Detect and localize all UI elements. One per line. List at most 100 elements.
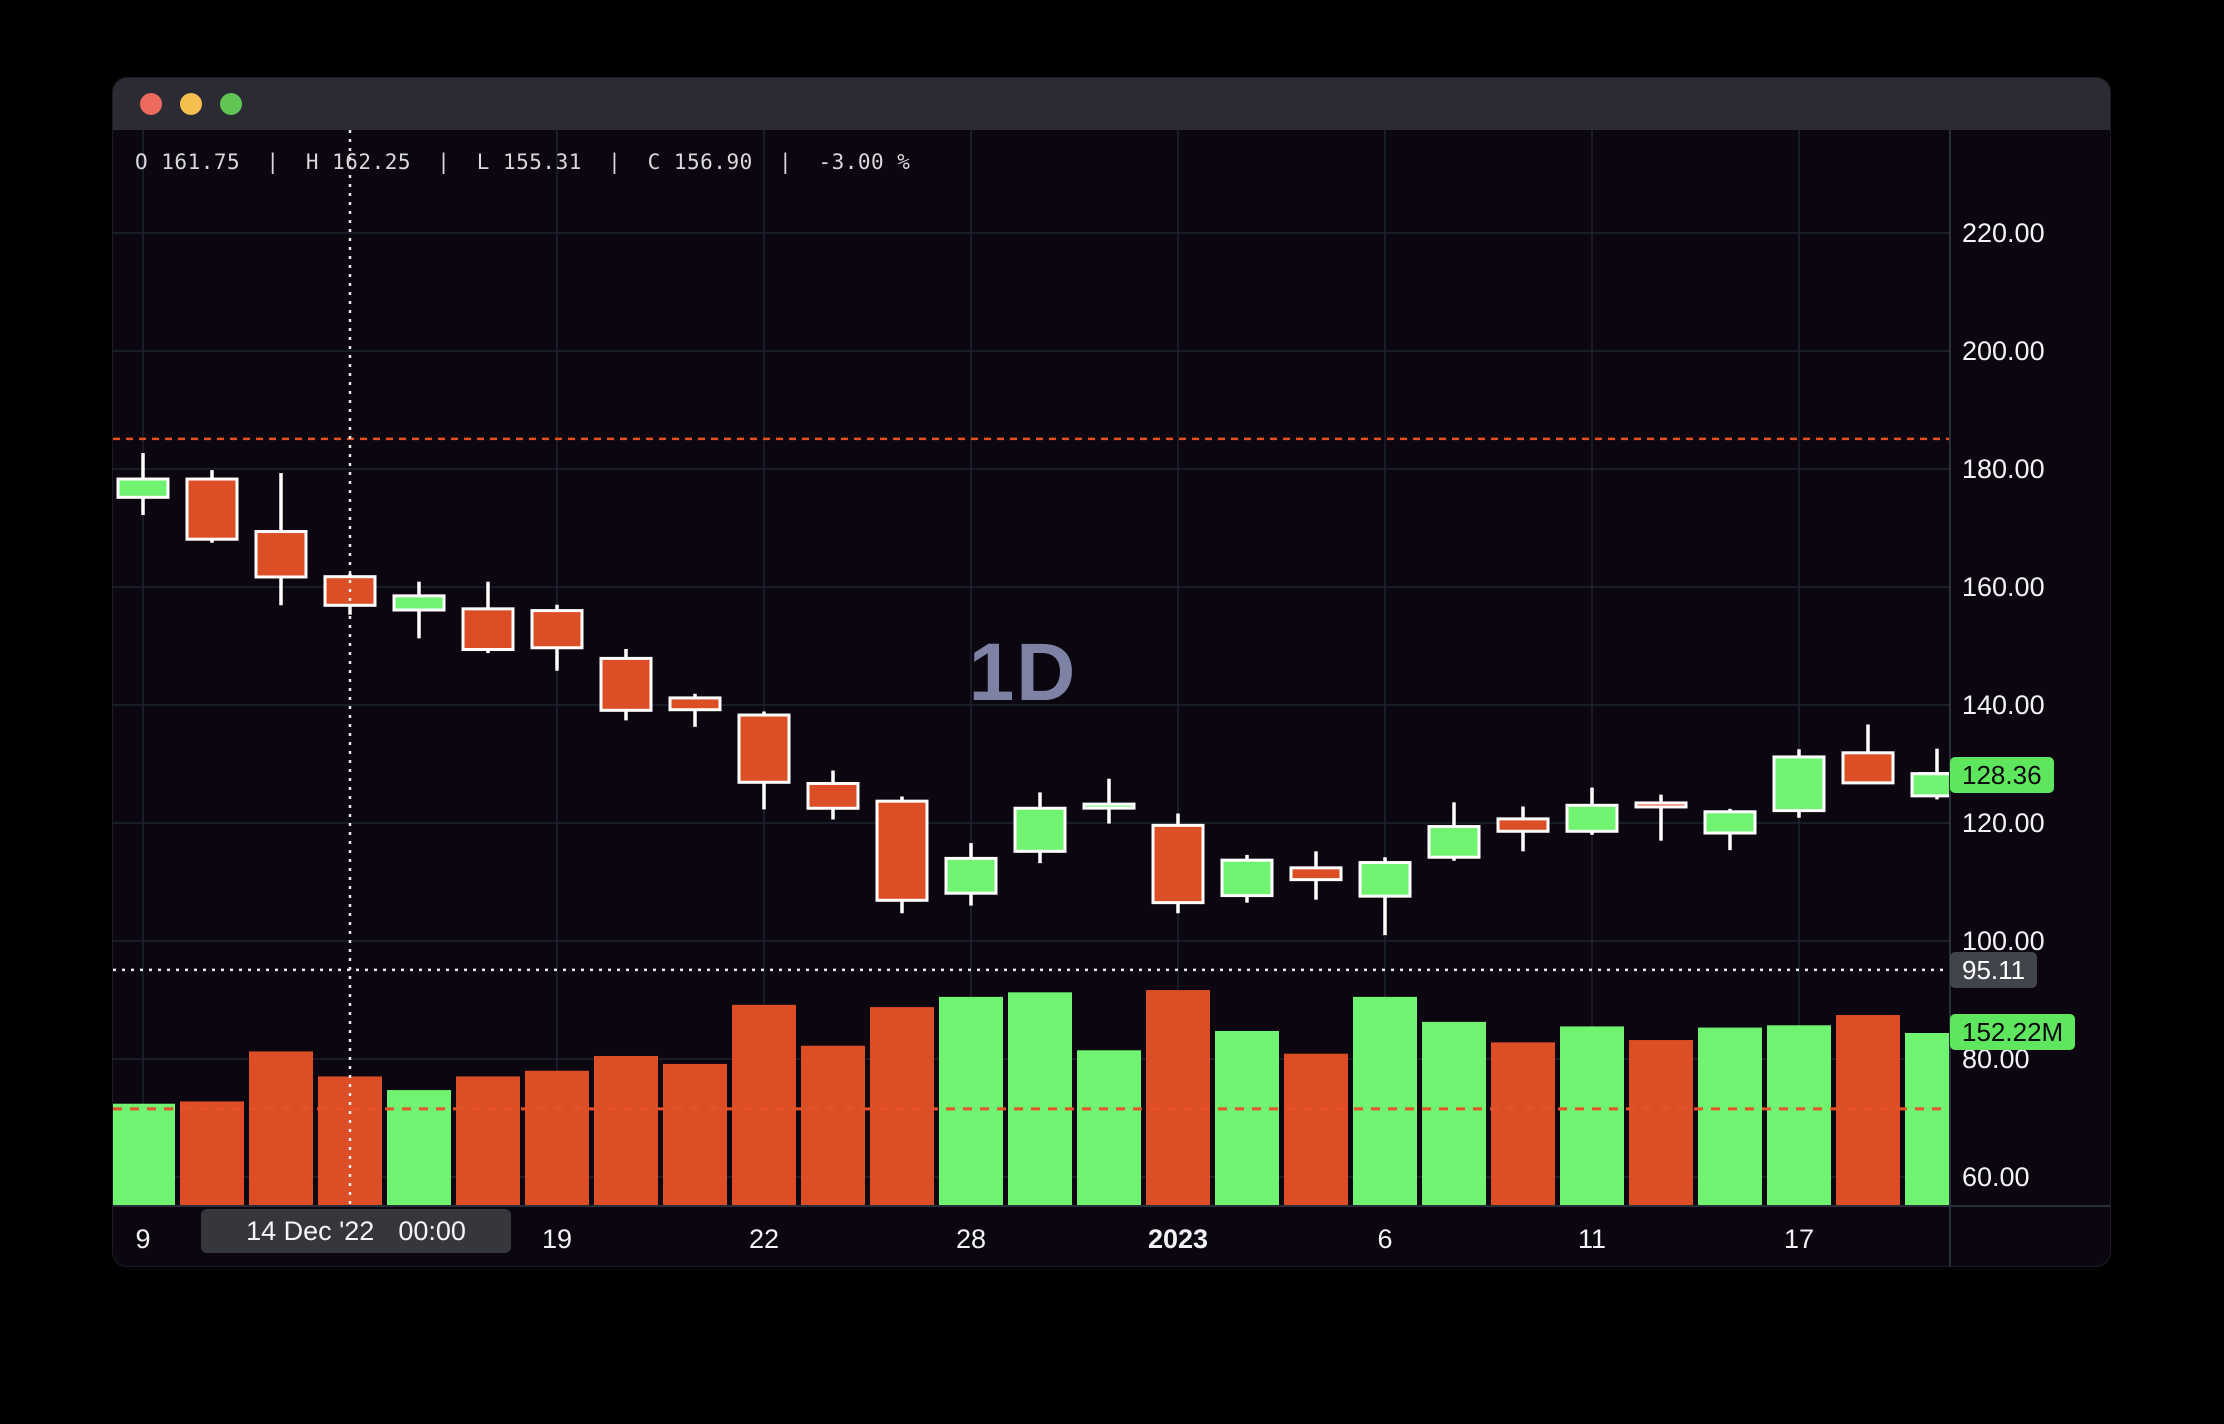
price-tick-label: 220.00	[1962, 218, 2045, 248]
interval-watermark: 1D	[968, 627, 1078, 718]
candle[interactable]	[737, 711, 791, 810]
time-tick-label: 22	[749, 1224, 779, 1254]
tooltip-date: 14 Dec '22	[246, 1215, 375, 1246]
time-tick-label: 17	[1784, 1224, 1814, 1254]
volume-bar[interactable]	[1629, 1040, 1693, 1206]
volume-bar[interactable]	[1146, 990, 1210, 1206]
candle-body	[185, 477, 239, 541]
candle-body	[1289, 866, 1343, 882]
volume-bar[interactable]	[939, 996, 1003, 1206]
zoom-window-button[interactable]	[220, 93, 242, 115]
price-tick-label: 60.00	[1962, 1162, 2030, 1192]
time-tick-label: 19	[542, 1224, 572, 1254]
volume-bar[interactable]	[870, 1007, 934, 1206]
candle[interactable]	[1013, 792, 1067, 864]
volume-bar[interactable]	[594, 1055, 658, 1206]
time-tick-label: 6	[1377, 1224, 1392, 1254]
candle[interactable]	[1220, 854, 1274, 903]
last-price-badge: 128.36	[1950, 757, 2054, 793]
candle[interactable]	[1082, 778, 1136, 824]
candle[interactable]	[530, 604, 584, 671]
price-tick-label: 120.00	[1962, 808, 2045, 838]
volume-bar[interactable]	[1560, 1026, 1624, 1206]
minimize-window-button[interactable]	[180, 93, 202, 115]
candle-body	[1565, 803, 1619, 833]
candle[interactable]	[599, 648, 653, 721]
candle-body	[1634, 801, 1688, 809]
volume-bar[interactable]	[1836, 1015, 1900, 1206]
candle[interactable]	[1703, 808, 1757, 851]
price-axis[interactable]: 220.00 200.00 180.00 160.00 140.00 120.00 100.…	[1962, 218, 2045, 1192]
candle[interactable]	[806, 770, 860, 820]
price-tick-label: 180.00	[1962, 454, 2045, 484]
volume-bar[interactable]	[249, 1051, 313, 1206]
candle[interactable]	[875, 796, 929, 914]
candle-body	[254, 530, 308, 579]
price-tick-label: 160.00	[1962, 572, 2045, 602]
candle[interactable]	[185, 470, 239, 543]
candle-body	[1427, 825, 1481, 859]
candle-body	[668, 696, 722, 712]
volume-bar[interactable]	[1422, 1021, 1486, 1206]
candle-body	[1013, 806, 1067, 853]
volume-bar[interactable]	[1698, 1027, 1762, 1206]
close-window-button[interactable]	[140, 93, 162, 115]
volume-bar[interactable]	[525, 1070, 589, 1206]
volume-bar[interactable]	[456, 1076, 520, 1206]
candle[interactable]	[116, 453, 170, 516]
candle-body	[1151, 823, 1205, 905]
volume-bar[interactable]	[180, 1101, 244, 1206]
ohlc-readout: O 161.75 | H 162.25 | L 155.31 | C 156.9…	[135, 150, 911, 174]
candle[interactable]	[668, 693, 722, 727]
candle[interactable]	[944, 843, 998, 906]
candle-body	[530, 609, 584, 650]
candle[interactable]	[1634, 794, 1688, 841]
candle-body	[392, 594, 446, 612]
window-titlebar[interactable]	[113, 78, 2110, 130]
volume-bar[interactable]	[801, 1045, 865, 1206]
time-tick-label: 11	[1578, 1224, 1606, 1254]
candle-body	[737, 713, 791, 784]
candle-body	[1703, 810, 1757, 835]
volume-bar[interactable]	[113, 1103, 175, 1206]
candle[interactable]	[1772, 749, 1826, 818]
time-tick-label: 28	[956, 1224, 986, 1254]
volume-bar[interactable]	[1284, 1053, 1348, 1206]
volume-bar[interactable]	[1905, 1032, 1969, 1206]
volume-bar[interactable]	[1491, 1042, 1555, 1206]
candle[interactable]	[254, 473, 308, 606]
candle[interactable]	[392, 581, 446, 639]
chart-canvas[interactable]: 220.00 200.00 180.00 160.00 140.00 120.00 100.…	[113, 130, 2110, 1266]
volume-bar[interactable]	[1215, 1030, 1279, 1206]
volume-bar[interactable]	[1008, 992, 1072, 1206]
candle-body	[1358, 861, 1412, 898]
candle[interactable]	[1358, 857, 1412, 936]
volume-bar[interactable]	[1767, 1025, 1831, 1206]
volume-bar[interactable]	[663, 1063, 727, 1206]
app-window: 220.00 200.00 180.00 160.00 140.00 120.00 100.…	[113, 78, 2110, 1266]
candle[interactable]	[1496, 806, 1550, 852]
candle-body	[599, 656, 653, 712]
candle[interactable]	[1841, 724, 1895, 785]
candle-body	[1772, 755, 1826, 813]
candle[interactable]	[1151, 813, 1205, 914]
candle-body	[944, 856, 998, 895]
volume-bar[interactable]	[1077, 1050, 1141, 1206]
candle[interactable]	[1565, 787, 1619, 835]
time-axis[interactable]: 9 19 22 28 2023 6 11 17	[135, 1224, 1814, 1254]
candle-body	[1082, 802, 1136, 810]
tooltip-time-value: 00:00	[398, 1215, 466, 1246]
volume-bar[interactable]	[1353, 996, 1417, 1206]
candle-body	[1496, 817, 1550, 833]
candle-body	[806, 781, 860, 810]
candle-body	[875, 799, 929, 902]
candle-body	[1220, 858, 1274, 898]
candle[interactable]	[1427, 802, 1481, 861]
candle-body	[1841, 751, 1895, 785]
candle[interactable]	[1289, 851, 1343, 900]
price-tick-label: 200.00	[1962, 336, 2045, 366]
volume-bar[interactable]	[732, 1004, 796, 1206]
candle[interactable]	[461, 581, 515, 654]
volume-badge: 152.22M	[1950, 1014, 2076, 1050]
